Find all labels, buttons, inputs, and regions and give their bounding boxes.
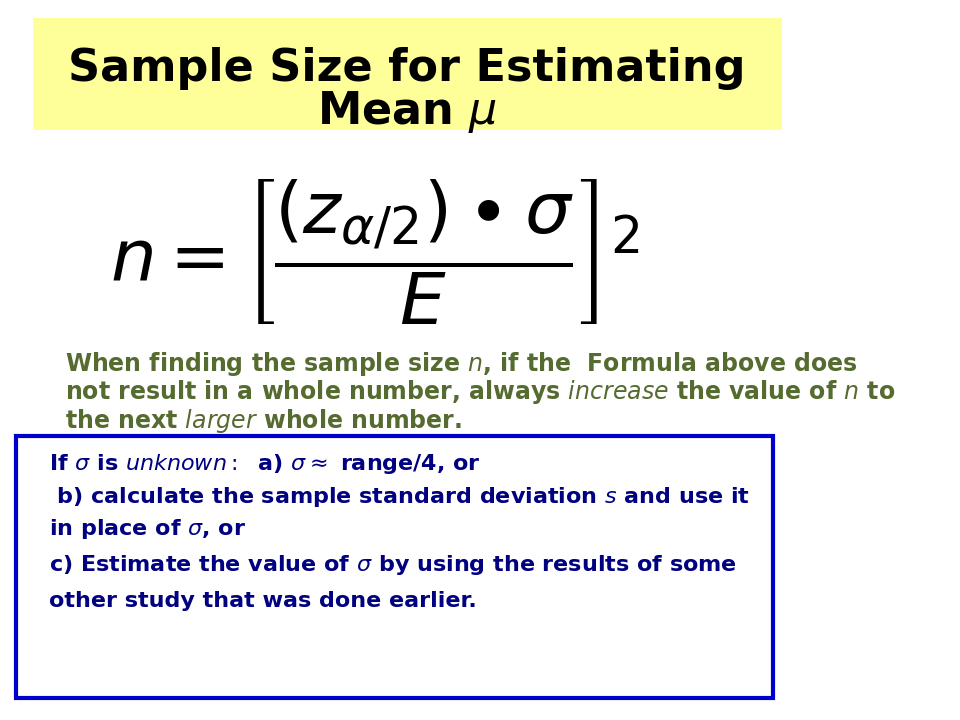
Text: c) Estimate the value of $\sigma$ by using the results of some: c) Estimate the value of $\sigma$ by usi… xyxy=(49,553,736,577)
FancyBboxPatch shape xyxy=(33,18,781,130)
Text: not result in a whole number, always $\it{increase}$ the value of $n$ to: not result in a whole number, always $\i… xyxy=(65,379,896,406)
Text: Mean $\mu$: Mean $\mu$ xyxy=(317,89,497,135)
Text: Sample Size for Estimating: Sample Size for Estimating xyxy=(68,47,746,90)
Text: b) calculate the sample standard deviation $s$ and use it: b) calculate the sample standard deviati… xyxy=(49,485,750,509)
Text: other study that was done earlier.: other study that was done earlier. xyxy=(49,591,476,611)
Text: in place of $\sigma$, or: in place of $\sigma$, or xyxy=(49,517,246,541)
Text: the next $\it{larger}$ whole number.: the next $\it{larger}$ whole number. xyxy=(65,408,462,435)
Text: $n = \left[\dfrac{(z_{\alpha/2}) \bullet \sigma}{E}\right]^2$: $n = \left[\dfrac{(z_{\alpha/2}) \bullet… xyxy=(109,177,639,327)
Text: If $\sigma$ is $\it{unknown:}$  a) $\sigma \approx$ range/4, or: If $\sigma$ is $\it{unknown:}$ a) $\sigm… xyxy=(49,452,481,477)
Text: When finding the sample size $n$, if the  Formula above does: When finding the sample size $n$, if the… xyxy=(65,350,857,377)
FancyBboxPatch shape xyxy=(16,436,774,698)
